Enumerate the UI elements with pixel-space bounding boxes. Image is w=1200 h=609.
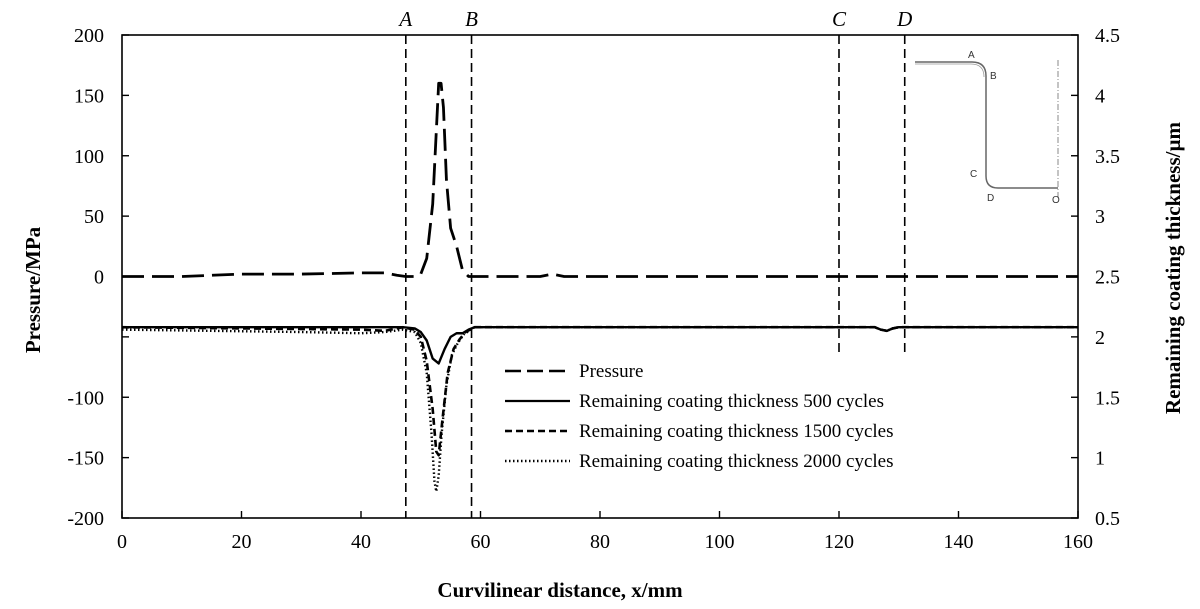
y-left-tick-label: -100	[67, 387, 104, 409]
series-thickness-500	[122, 326, 1078, 365]
y-right-tick-label: 4	[1095, 85, 1105, 107]
inset-label-a: A	[968, 50, 975, 61]
inset-label-d: D	[987, 193, 994, 204]
x-tick-label: 140	[944, 531, 974, 553]
x-tick-label: 0	[117, 531, 127, 553]
marker-label-d: D	[896, 7, 912, 31]
y-left-tick-label: 100	[74, 146, 104, 168]
legend: Pressure Remaining coating thickness 500…	[505, 361, 893, 472]
y-left-tick-label: 200	[74, 25, 104, 47]
y-right-tick-label: 2.5	[1095, 267, 1120, 289]
x-tick-label: 60	[471, 531, 491, 553]
legend-label-pressure: Pressure	[579, 361, 643, 382]
marker-label-b: B	[465, 7, 478, 31]
y-right-tick-label: 1.5	[1095, 387, 1120, 409]
x-tick-label: 80	[590, 531, 610, 553]
y-left-tick-label: -200	[67, 508, 104, 530]
inset-profile-inner	[915, 63, 985, 78]
y-right-tick-label: 4.5	[1095, 25, 1120, 47]
inset-profile-sketch: A B C D O	[915, 50, 1060, 206]
inset-label-o: O	[1052, 195, 1060, 206]
y-right-tick-label: 3.5	[1095, 146, 1120, 168]
y-left-tick-label: 0	[94, 267, 104, 289]
legend-label-2000: Remaining coating thickness 2000 cycles	[579, 451, 893, 472]
series-thickness-2000	[121, 326, 1078, 493]
inset-profile-outline	[915, 61, 1058, 189]
y-left-axis-title: Pressure/MPa	[21, 226, 45, 353]
x-tick-label: 100	[705, 531, 735, 553]
y-right-tick-label: 0.5	[1095, 508, 1120, 530]
x-axis-title: Curvilinear distance, x/mm	[437, 578, 683, 602]
y-left-tick-label: 150	[74, 85, 104, 107]
y-left-tick-label: 50	[84, 206, 104, 228]
marker-label-a: A	[397, 7, 412, 31]
x-tick-label: 20	[232, 531, 252, 553]
series-pressure	[122, 81, 1078, 278]
x-tick-label: 160	[1063, 531, 1093, 553]
inset-label-b: B	[990, 71, 997, 82]
y-left-tick-label: -150	[67, 448, 104, 470]
y-right-tick-label: 3	[1095, 206, 1105, 228]
series-lines	[121, 81, 1078, 493]
x-tick-label: 40	[351, 531, 371, 553]
y-right-tick-label: 2	[1095, 327, 1105, 349]
inset-label-c: C	[970, 169, 977, 180]
y-right-tick-label: 1	[1095, 448, 1105, 470]
marker-label-c: C	[832, 7, 847, 31]
y-right-axis-title: Remaining coating thickness/µm	[1161, 121, 1185, 414]
legend-label-1500: Remaining coating thickness 1500 cycles	[579, 421, 893, 442]
x-tick-label: 120	[824, 531, 854, 553]
legend-label-500: Remaining coating thickness 500 cycles	[579, 391, 884, 412]
axis-ticks: 0 20 40 60 80 100 120 140 160 200 150 100 50 0 -100 -15…	[67, 25, 1120, 553]
